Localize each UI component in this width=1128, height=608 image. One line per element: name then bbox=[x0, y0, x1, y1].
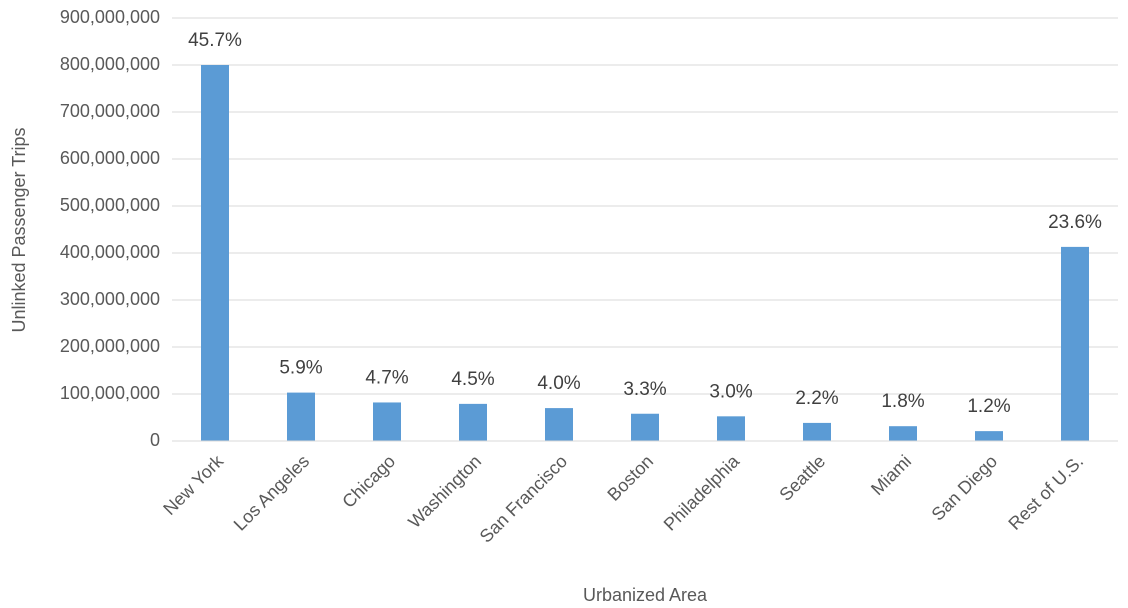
y-tick-label: 300,000,000 bbox=[60, 289, 160, 309]
bar bbox=[631, 413, 659, 441]
data-label: 4.5% bbox=[451, 369, 494, 390]
y-tick-label: 900,000,000 bbox=[60, 7, 160, 27]
x-tick-label: Los Angeles bbox=[230, 451, 313, 534]
data-label: 5.9% bbox=[279, 358, 322, 379]
y-tick-label: 800,000,000 bbox=[60, 54, 160, 74]
data-label: 4.7% bbox=[365, 367, 408, 388]
x-tick-label: Seattle bbox=[775, 451, 829, 505]
x-tick-label: Miami bbox=[867, 451, 915, 499]
bar bbox=[545, 408, 573, 441]
x-tick-label: Philadelphia bbox=[660, 450, 744, 534]
bar bbox=[287, 392, 315, 441]
y-tick-label: 100,000,000 bbox=[60, 383, 160, 403]
y-tick-label: 200,000,000 bbox=[60, 336, 160, 356]
data-label: 45.7% bbox=[188, 30, 242, 51]
data-label: 3.3% bbox=[623, 379, 666, 400]
x-tick-label: Chicago bbox=[338, 451, 399, 512]
bar bbox=[803, 422, 831, 441]
y-tick-label: 700,000,000 bbox=[60, 101, 160, 121]
x-axis-title: Urbanized Area bbox=[583, 585, 708, 605]
data-label: 1.8% bbox=[881, 391, 924, 412]
bar bbox=[373, 402, 401, 441]
bar bbox=[1061, 246, 1089, 441]
y-tick-label: 0 bbox=[150, 430, 160, 450]
y-tick-label: 500,000,000 bbox=[60, 195, 160, 215]
x-tick-label: San Diego bbox=[928, 451, 1002, 525]
data-label: 1.2% bbox=[967, 396, 1010, 417]
bar bbox=[201, 65, 229, 441]
data-label: 23.6% bbox=[1048, 212, 1102, 233]
x-tick-label: Rest of U.S. bbox=[1004, 451, 1087, 534]
data-label: 3.0% bbox=[709, 381, 752, 402]
x-tick-label: San Francisco bbox=[476, 451, 572, 547]
y-tick-label: 600,000,000 bbox=[60, 148, 160, 168]
y-axis-title: Unlinked Passenger Trips bbox=[9, 127, 29, 332]
x-tick-label: Boston bbox=[603, 451, 657, 505]
bar bbox=[459, 403, 487, 441]
y-tick-label: 400,000,000 bbox=[60, 242, 160, 262]
bar bbox=[717, 416, 745, 441]
x-tick-label: New York bbox=[159, 450, 228, 519]
data-label: 2.2% bbox=[795, 388, 838, 409]
data-label: 4.0% bbox=[537, 373, 580, 394]
bar bbox=[889, 426, 917, 441]
bar bbox=[975, 431, 1003, 441]
x-tick-label: Washington bbox=[404, 451, 485, 532]
